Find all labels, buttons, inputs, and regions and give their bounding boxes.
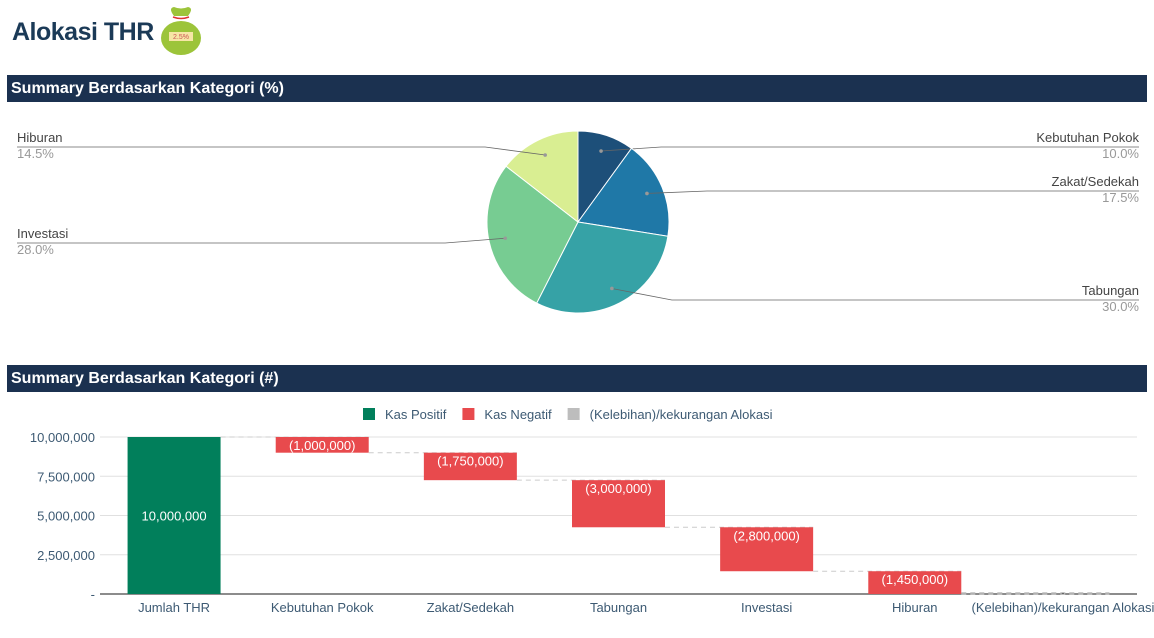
pie-value: 14.5% (17, 146, 54, 161)
pie-slice (536, 221, 669, 314)
x-tick-label: Jumlah THR (138, 600, 210, 615)
leader-line (646, 190, 1139, 194)
pie-label: Hiburan (17, 130, 63, 145)
leader-dot (610, 286, 614, 291)
data-label: (1,000,000) (289, 438, 356, 453)
y-tick-label: 5,000,000 (37, 509, 95, 524)
waterfall-bar (127, 437, 221, 594)
x-tick-label: Zakat/Sedekah (427, 600, 514, 615)
x-tick-label: Kebutuhan Pokok (271, 600, 374, 615)
section-header-percent: Summary Berdasarkan Kategori (%) (7, 75, 1147, 102)
leader-line (17, 237, 506, 244)
pie-label: Zakat/Sedekah (1052, 174, 1139, 189)
legend-label: Kas Negatif (484, 407, 552, 422)
section-header-amount: Summary Berdasarkan Kategori (#) (7, 365, 1147, 392)
legend-swatch (462, 408, 475, 420)
leader-line (17, 146, 546, 156)
waterfall-bar (423, 452, 517, 481)
pie-slice (486, 165, 579, 304)
x-tick-label: Investasi (741, 600, 792, 615)
data-label: (1,450,000) (882, 572, 949, 587)
pie-value: 28.0% (17, 242, 54, 257)
leader-line (601, 146, 1139, 152)
legend-swatch (567, 408, 580, 420)
x-tick-label: Tabungan (590, 600, 647, 615)
leader-dot (503, 236, 507, 241)
pie-slice (577, 147, 670, 237)
legend-swatch (363, 408, 375, 420)
data-label: (3,000,000) (585, 481, 652, 496)
y-tick-label: 10,000,000 (30, 430, 95, 445)
pie-label: Tabungan (1082, 283, 1139, 298)
leader-dot (645, 191, 649, 196)
data-label: 10,000,000 (142, 509, 207, 524)
x-tick-label: (Kelebihan)/kekurangan Alokasi (972, 600, 1154, 615)
data-label: - (1061, 588, 1064, 598)
leader-dot (543, 153, 547, 157)
leader-line (611, 288, 1139, 301)
money-bag-icon: 2.5% (161, 7, 201, 55)
legend-label: (Kelebihan)/kekurangan Alokasi (590, 407, 773, 422)
page-title: Alokasi THR (12, 18, 154, 46)
bag-label: 2.5% (173, 34, 189, 41)
pie-value: 10.0% (1102, 146, 1139, 161)
x-tick-label: Hiburan (892, 600, 938, 615)
pie-value: 17.5% (1102, 190, 1139, 205)
leader-dot (599, 149, 603, 153)
y-tick-label: 2,500,000 (37, 548, 95, 563)
legend-label: Kas Positif (385, 407, 447, 422)
pie-value: 30.0% (1102, 299, 1139, 314)
waterfall-bar (720, 527, 814, 572)
y-tick-label: 7,500,000 (37, 469, 95, 484)
waterfall-bar (572, 480, 665, 528)
y-tick-label: - (91, 587, 95, 602)
data-label: (2,800,000) (733, 528, 800, 543)
data-label: (1,750,000) (437, 454, 504, 469)
waterfall-bar (868, 571, 962, 594)
waterfall-bar (275, 437, 369, 453)
pie-label: Kebutuhan Pokok (1036, 130, 1139, 145)
pie-label: Investasi (17, 226, 68, 241)
pie-slice (505, 130, 579, 224)
